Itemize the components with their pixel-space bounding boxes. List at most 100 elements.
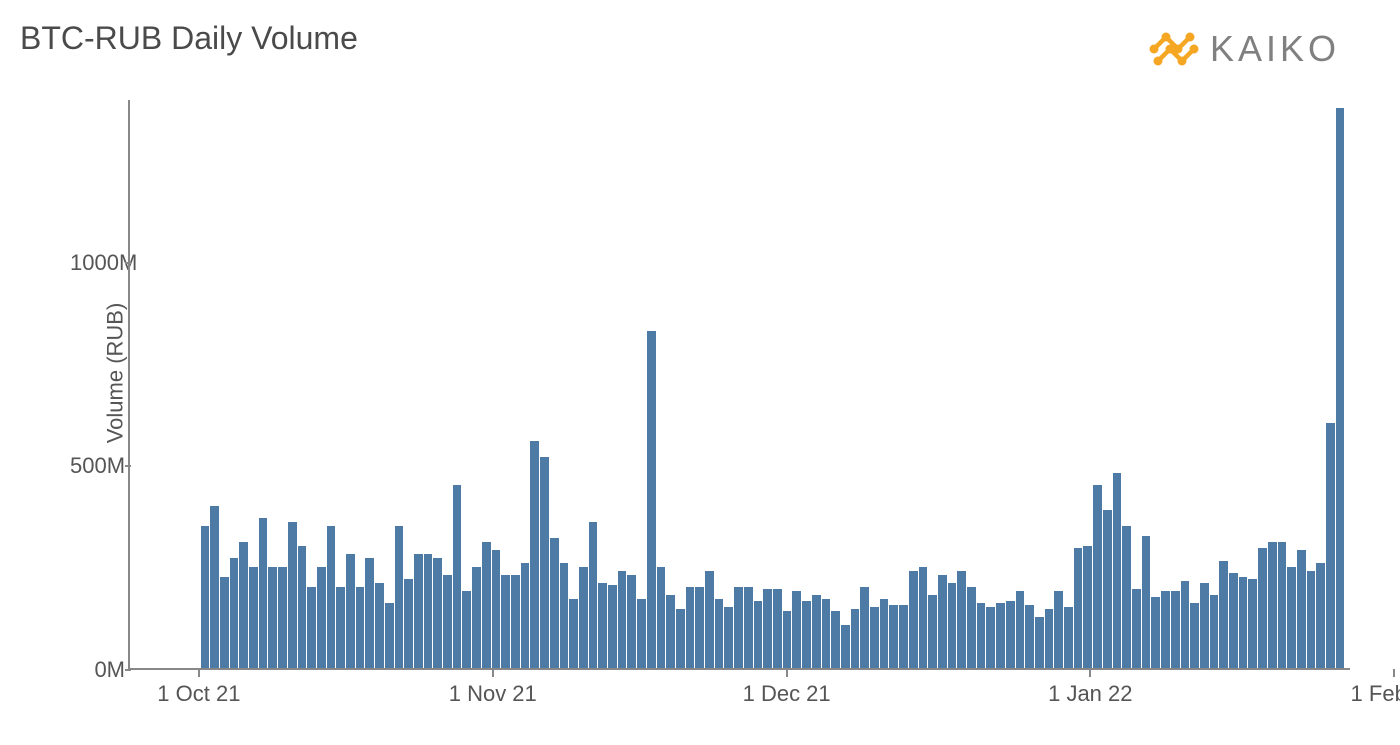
x-tick-label: 1 Dec 21	[743, 681, 831, 707]
chart-container: BTC-RUB Daily Volume KAIKO Volume (RUB) …	[20, 20, 1380, 725]
bar	[851, 609, 860, 668]
bar	[433, 558, 442, 668]
y-tick-label: 0M	[70, 657, 125, 683]
bar	[395, 526, 404, 668]
bar	[928, 595, 937, 668]
kaiko-logo-icon	[1146, 29, 1202, 69]
bar	[482, 542, 491, 668]
bar	[414, 554, 423, 668]
bar	[385, 603, 394, 668]
bar	[1054, 591, 1063, 668]
bar	[919, 567, 928, 668]
x-tick-mark	[492, 669, 494, 677]
bar	[1132, 589, 1141, 668]
bar	[1278, 542, 1287, 668]
bar	[734, 587, 743, 668]
bar	[356, 587, 365, 668]
bar	[462, 591, 471, 668]
bar	[453, 485, 462, 668]
bar	[1210, 595, 1219, 668]
bar	[967, 587, 976, 668]
y-axis-label: Volume (RUB)	[102, 302, 128, 443]
bar	[201, 526, 210, 668]
bar	[540, 457, 549, 668]
bar	[1326, 423, 1335, 668]
bar	[1142, 536, 1151, 668]
bar	[627, 575, 636, 668]
bar	[812, 595, 821, 668]
bar	[977, 603, 986, 668]
bar	[880, 599, 889, 668]
bar	[365, 558, 374, 668]
bar	[948, 583, 957, 668]
bar	[695, 587, 704, 668]
bar	[1016, 591, 1025, 668]
bar	[278, 567, 287, 668]
bar	[860, 587, 869, 668]
bar	[298, 546, 307, 668]
bar	[986, 607, 995, 668]
bar	[472, 567, 481, 668]
bars-group	[130, 100, 1350, 668]
bar	[792, 591, 801, 668]
bar	[1336, 108, 1345, 668]
bar	[589, 522, 598, 668]
x-tick-mark	[1393, 669, 1395, 677]
bar	[1151, 597, 1160, 668]
bar	[1239, 577, 1248, 668]
bar	[1161, 591, 1170, 668]
bar	[909, 571, 918, 668]
bar	[317, 567, 326, 668]
bar	[637, 599, 646, 668]
x-tick-label: 1 Jan 22	[1048, 681, 1132, 707]
bar	[802, 601, 811, 668]
bar	[1064, 607, 1073, 668]
bar	[889, 605, 898, 668]
bar	[666, 595, 675, 668]
bar	[1248, 579, 1257, 668]
bar	[239, 542, 248, 668]
x-tick-label: 1 Nov 21	[449, 681, 537, 707]
bar	[511, 575, 520, 668]
bar	[550, 538, 559, 668]
bar	[754, 601, 763, 668]
bar	[210, 506, 219, 668]
bar	[676, 609, 685, 668]
bar	[647, 331, 656, 668]
bar	[773, 589, 782, 668]
bar	[996, 603, 1005, 668]
bar	[783, 611, 792, 668]
bar	[1297, 550, 1306, 668]
bar	[230, 558, 239, 668]
bar	[1316, 563, 1325, 668]
bar	[1074, 548, 1083, 668]
bar	[288, 522, 297, 668]
bar	[1181, 581, 1190, 668]
bar	[598, 583, 607, 668]
bar	[259, 518, 268, 668]
bar	[346, 554, 355, 668]
bar	[1307, 571, 1316, 668]
bar	[404, 579, 413, 668]
bar	[686, 587, 695, 668]
bar	[501, 575, 510, 668]
bar	[375, 583, 384, 668]
bar	[530, 441, 539, 668]
bar	[569, 599, 578, 668]
x-tick-label: 1 Feb 22	[1351, 681, 1400, 707]
bar	[957, 571, 966, 668]
y-tick-label: 500M	[70, 453, 125, 479]
bar	[336, 587, 345, 668]
bar	[1122, 526, 1131, 668]
bar	[1093, 485, 1102, 668]
bar	[938, 575, 947, 668]
bar	[249, 567, 258, 668]
bar	[1006, 601, 1015, 668]
x-tick-mark	[1089, 669, 1091, 677]
bar	[1171, 591, 1180, 668]
bar	[1287, 567, 1296, 668]
bar	[822, 599, 831, 668]
bar	[618, 571, 627, 668]
bar	[763, 589, 772, 668]
bar	[579, 567, 588, 668]
